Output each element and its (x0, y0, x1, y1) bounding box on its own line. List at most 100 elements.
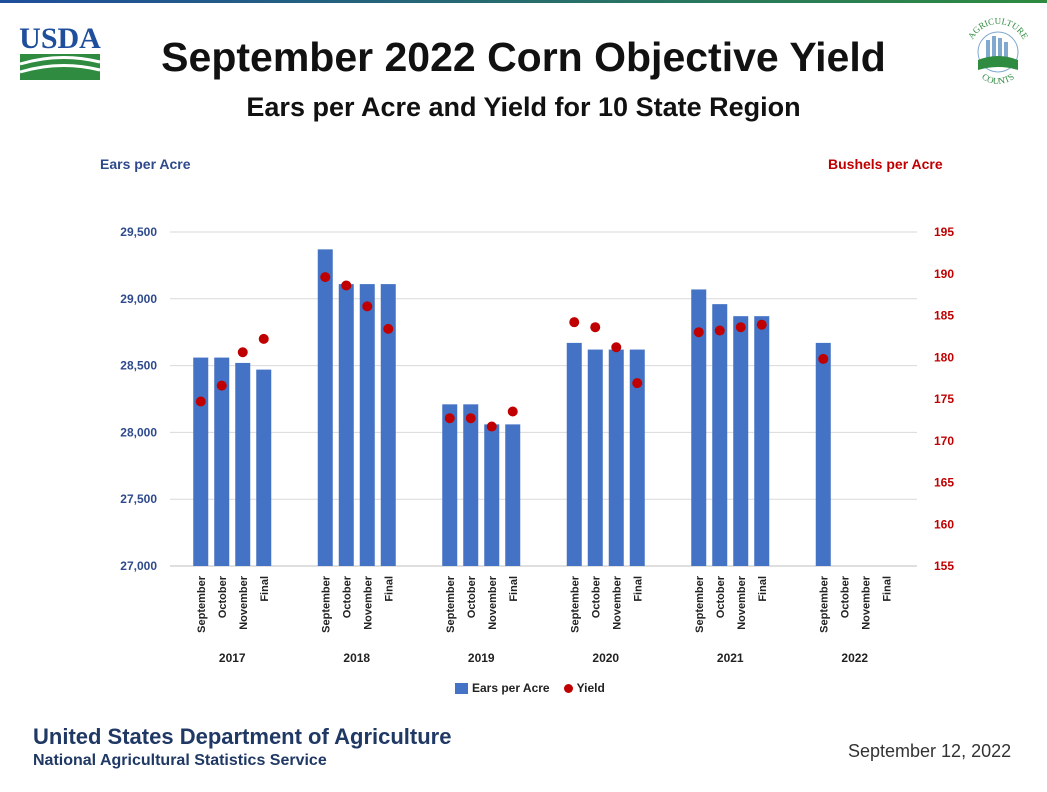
bar-ears-per-acre (338, 284, 354, 566)
right-tick-label: 185 (934, 309, 954, 323)
left-tick-label: 28,000 (120, 425, 157, 439)
dot-yield (818, 353, 829, 364)
bar-ears-per-acre (359, 284, 375, 566)
right-tick-label: 170 (934, 434, 954, 448)
bar-ears-per-acre (608, 349, 624, 566)
legend-label-ears: Ears per Acre (472, 681, 550, 695)
dot-yield (756, 319, 767, 330)
dot-yield (569, 317, 580, 328)
month-label: September (320, 575, 332, 633)
dot-yield (444, 413, 455, 424)
month-label: Final (259, 576, 271, 602)
legend-swatch-yield (563, 683, 573, 693)
bar-ears-per-acre (193, 357, 209, 566)
footer-department: United States Department of Agriculture (33, 724, 452, 749)
year-label: 2020 (592, 651, 619, 665)
year-label: 2017 (219, 651, 246, 665)
month-label: Final (757, 576, 769, 602)
bar-ears-per-acre (256, 369, 272, 566)
legend-label-yield: Yield (576, 681, 605, 695)
legend-swatch-ears (455, 682, 468, 694)
ag-logo-text-bottom: COUNTS (980, 71, 1016, 86)
month-label: Final (383, 576, 395, 602)
dot-yield (590, 322, 601, 333)
bar-ears-per-acre (214, 357, 230, 566)
bar-ears-per-acre (587, 349, 603, 566)
month-label: November (238, 575, 250, 630)
year-label: 2019 (468, 651, 495, 665)
dot-yield (486, 421, 497, 432)
bar-ears-per-acre (566, 342, 582, 566)
bar-ears-per-acre (442, 404, 458, 566)
usda-logo: USDA (19, 22, 101, 80)
dot-yield (320, 272, 331, 283)
dot-yield (216, 380, 227, 391)
dot-yield (507, 406, 518, 417)
month-label: November (860, 575, 872, 630)
bar-ears-per-acre (815, 342, 831, 566)
dot-yield (611, 342, 622, 353)
usda-logo-text: USDA (19, 22, 101, 55)
footer-agency: National Agricultural Statistics Service (33, 752, 327, 769)
bar-ears-per-acre (235, 362, 251, 566)
dot-yield (714, 325, 725, 336)
legend-item-yield: Yield (563, 681, 605, 695)
bar-ears-per-acre (691, 289, 707, 566)
dot-yield (465, 413, 476, 424)
dot-yield (632, 378, 643, 389)
month-label: October (217, 575, 229, 618)
month-label: October (590, 575, 602, 618)
dot-yield (258, 333, 269, 344)
bar-ears-per-acre (317, 249, 333, 567)
month-label: September (694, 575, 706, 633)
legend-item-ears: Ears per Acre (455, 681, 550, 695)
dot-yield (693, 327, 704, 338)
right-tick-label: 155 (934, 559, 954, 573)
chart-legend: Ears per Acre Yield (455, 681, 605, 695)
right-tick-label: 165 (934, 476, 954, 490)
dot-yield (383, 323, 394, 334)
bar-ears-per-acre (484, 424, 500, 566)
left-tick-label: 29,500 (120, 225, 157, 239)
page-title: September 2022 Corn Objective Yield (161, 34, 886, 80)
month-label: September (445, 575, 457, 633)
bar-ears-per-acre (733, 316, 749, 566)
month-label: November (487, 575, 499, 630)
year-label: 2022 (841, 651, 868, 665)
left-axis-title: Ears per Acre (100, 156, 191, 172)
bar-ears-per-acre (629, 349, 645, 566)
agriculture-counts-logo: AGRICULTURE COUNTS (966, 16, 1031, 86)
footer-date: September 12, 2022 (848, 741, 1012, 761)
right-tick-label: 175 (934, 392, 954, 406)
bar-ears-per-acre (380, 284, 396, 566)
month-label: Final (508, 576, 520, 602)
month-label: September (569, 575, 581, 633)
year-label: 2018 (343, 651, 370, 665)
left-tick-label: 28,500 (120, 359, 157, 373)
left-tick-label: 27,500 (120, 492, 157, 506)
bar-ears-per-acre (505, 424, 521, 566)
month-label: October (715, 575, 727, 618)
right-tick-label: 195 (934, 225, 954, 239)
month-label: November (611, 575, 623, 630)
month-label: November (362, 575, 374, 630)
month-label: November (736, 575, 748, 630)
bar-ears-per-acre (463, 404, 479, 566)
dot-yield (195, 396, 206, 407)
month-label: September (818, 575, 830, 633)
left-tick-label: 27,000 (120, 559, 157, 573)
month-label: October (466, 575, 478, 618)
right-axis-title: Bushels per Acre (828, 156, 943, 172)
page-subtitle: Ears per Acre and Yield for 10 State Reg… (246, 92, 801, 122)
dot-yield (237, 347, 248, 358)
dot-yield (735, 322, 746, 333)
month-label: Final (881, 576, 893, 602)
right-tick-label: 180 (934, 350, 954, 364)
dot-yield (362, 301, 373, 312)
dot-yield (341, 280, 352, 291)
month-label: Final (632, 576, 644, 602)
bar-ears-per-acre (712, 304, 728, 566)
left-tick-label: 29,000 (120, 292, 157, 306)
right-tick-label: 190 (934, 267, 954, 281)
